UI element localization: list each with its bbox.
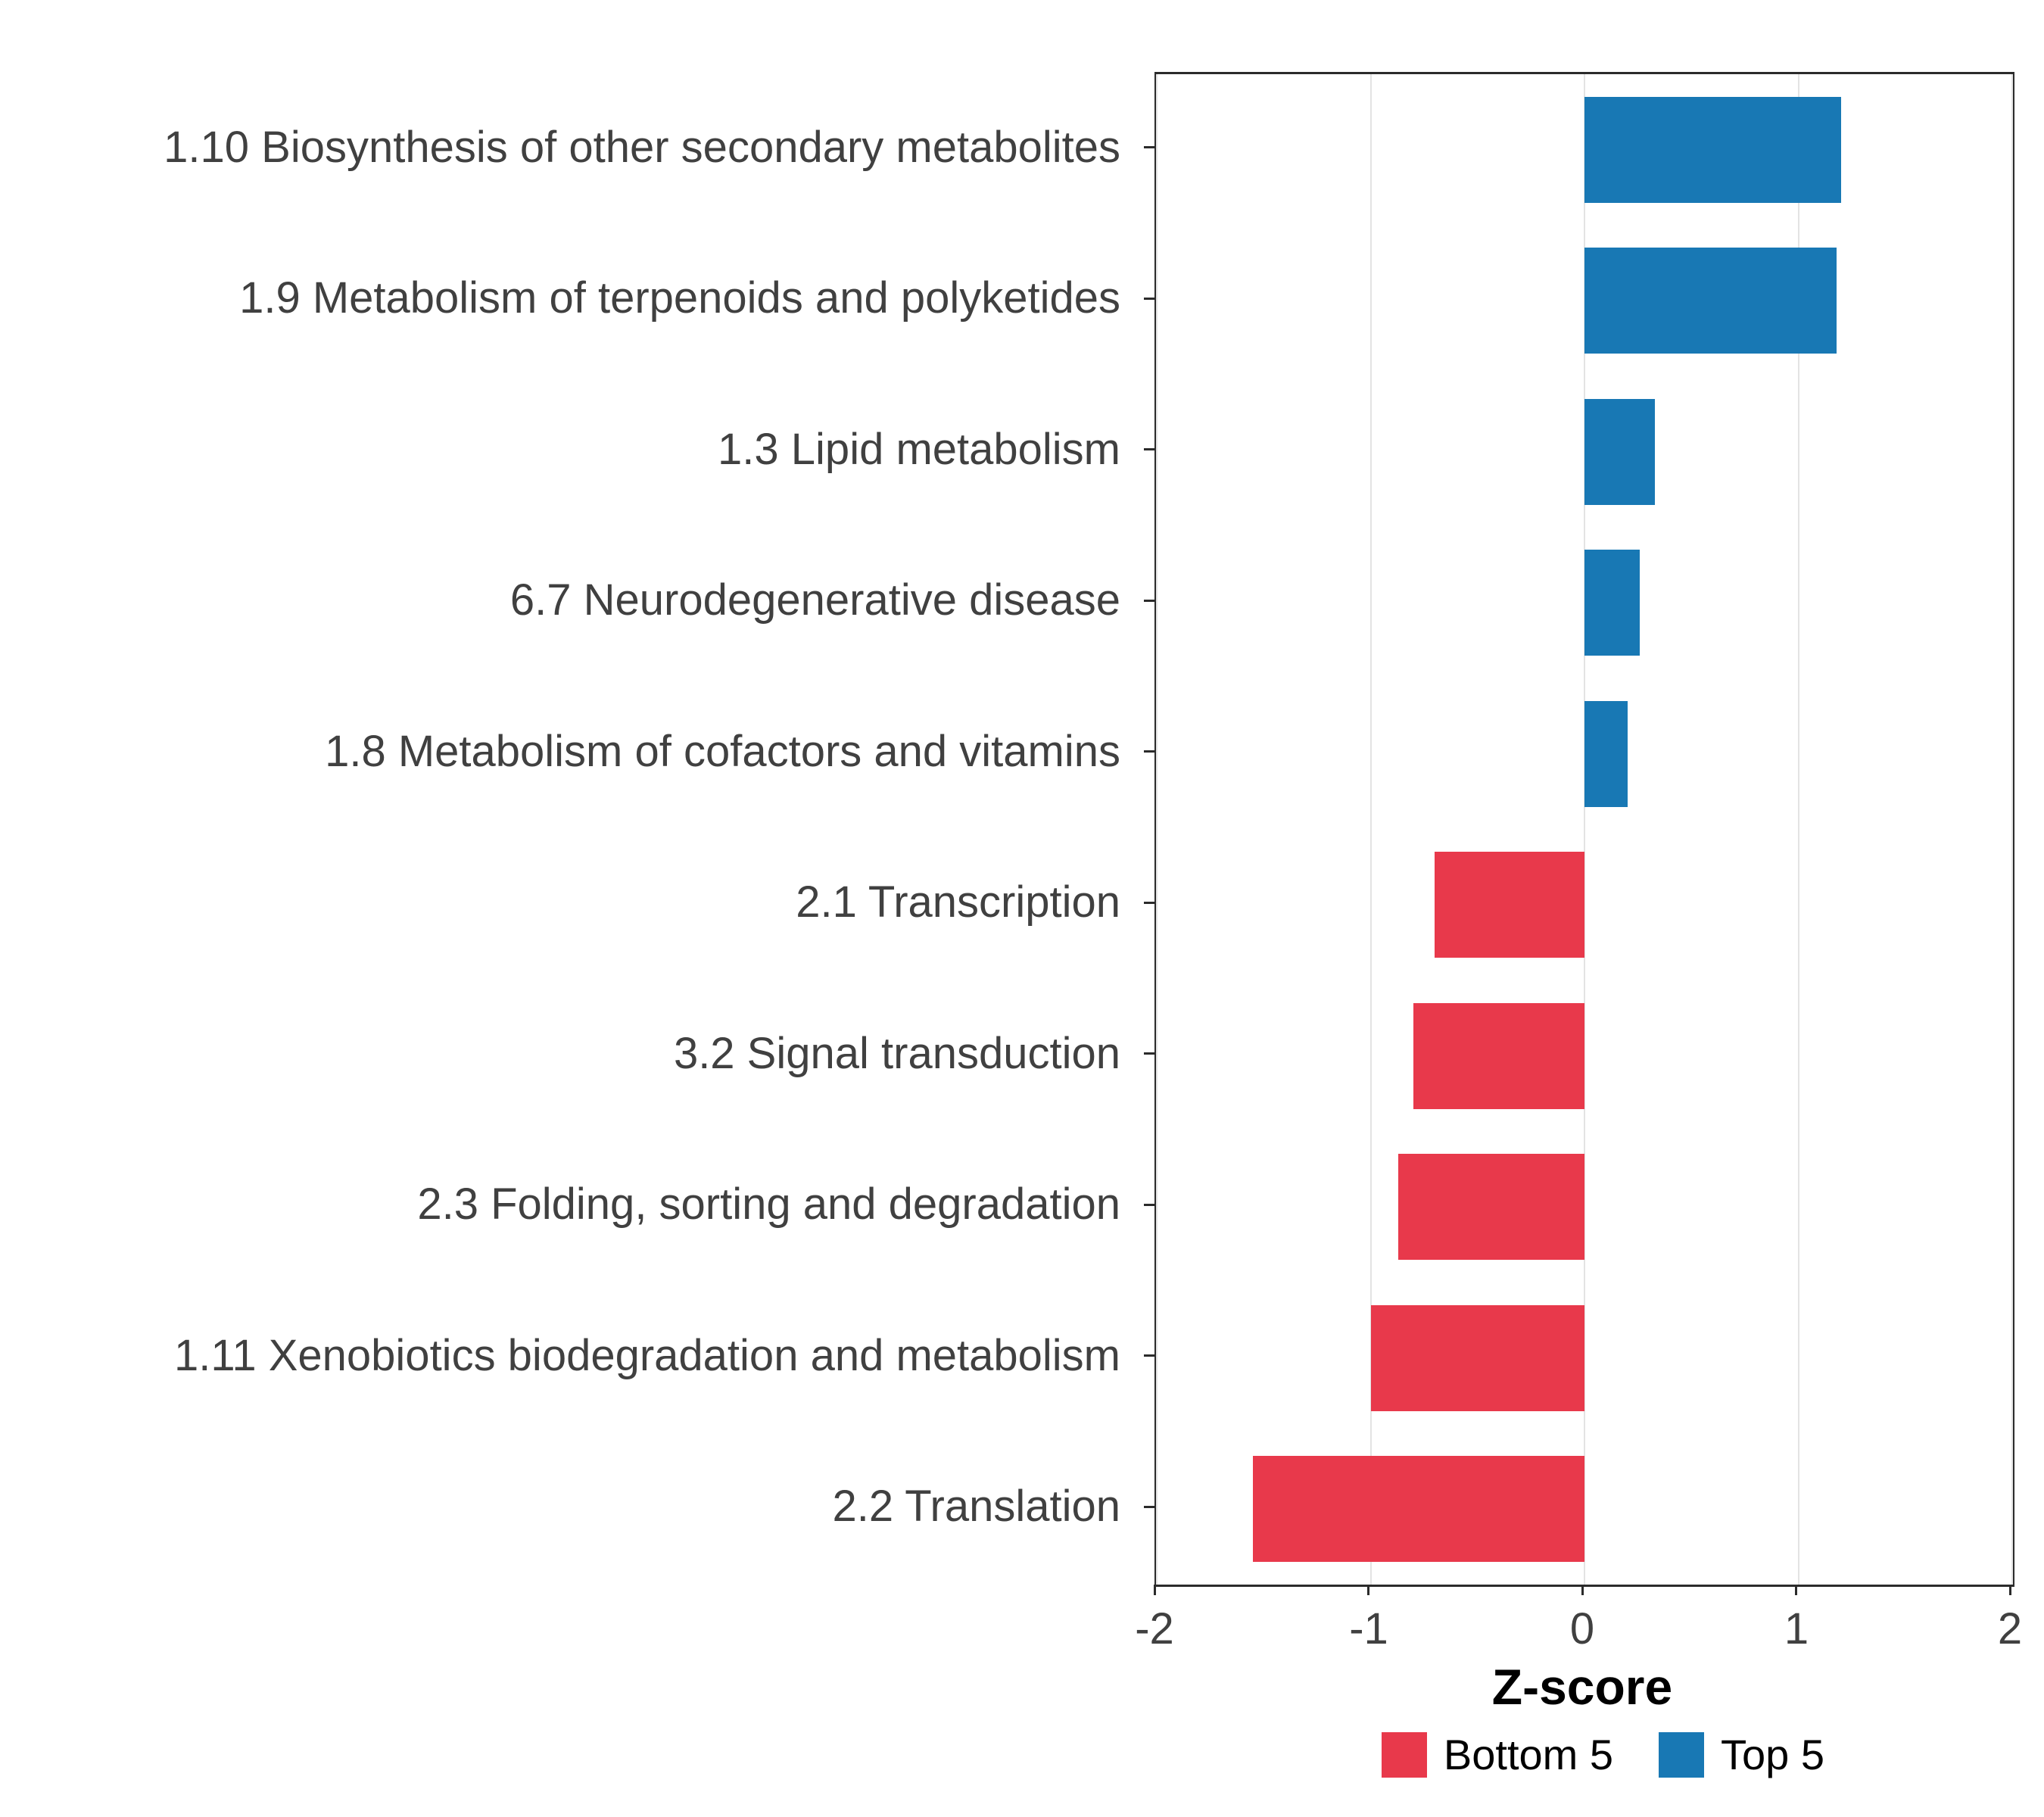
y-tick-2 (1144, 298, 1154, 300)
bar-2 (1584, 248, 1837, 354)
plot-panel (1154, 72, 2014, 1587)
gridline-x-0 (1584, 74, 1585, 1585)
x-axis-title: Z-score (1491, 1659, 1673, 1715)
y-axis-label-2: 1.9 Metabolism of terpenoids and polyket… (239, 273, 1120, 323)
y-tick-3 (1144, 448, 1154, 450)
y-axis-label-6: 2.1 Transcription (796, 877, 1120, 927)
legend: Bottom 5 Top 5 (0, 1730, 1824, 1779)
x-tick-label--2: -2 (1135, 1604, 1174, 1653)
bar-8 (1398, 1154, 1584, 1260)
y-tick-6 (1144, 902, 1154, 904)
gridline-x-1 (1797, 74, 1799, 1585)
x-tick-2 (2009, 1585, 2011, 1595)
x-tick-1 (1795, 1585, 1797, 1595)
bar-9 (1370, 1305, 1584, 1411)
y-axis-label-4: 6.7 Neurodegenerative disease (509, 575, 1120, 625)
y-axis-label-1: 1.10 Biosynthesis of other secondary met… (164, 123, 1120, 172)
x-tick-label-1: 1 (1784, 1604, 1809, 1653)
x-tick-label--1: -1 (1349, 1604, 1388, 1653)
y-tick-10 (1144, 1506, 1154, 1508)
y-tick-7 (1144, 1052, 1154, 1055)
x-tick-label-0: 0 (1569, 1604, 1595, 1653)
legend-swatch-top5 (1659, 1731, 1704, 1778)
bar-4 (1584, 550, 1640, 656)
gridline-x--1 (1369, 74, 1372, 1585)
x-tick--1 (1367, 1585, 1369, 1595)
bar-6 (1435, 852, 1584, 958)
legend-label-top5: Top 5 (1721, 1731, 1824, 1778)
y-axis-label-3: 1.3 Lipid metabolism (718, 425, 1120, 474)
y-tick-5 (1144, 750, 1154, 753)
y-axis-label-10: 2.2 Translation (832, 1482, 1120, 1531)
y-axis-label-5: 1.8 Metabolism of cofactors and vitamins (325, 727, 1120, 776)
gridline-x--2 (1156, 74, 1158, 1585)
y-tick-8 (1144, 1204, 1154, 1206)
y-tick-4 (1144, 600, 1154, 602)
legend-item-top5: Top 5 (1659, 1730, 1824, 1779)
bar-10 (1253, 1456, 1584, 1562)
gridline-x-2 (2011, 74, 2013, 1585)
bar-5 (1584, 701, 1628, 807)
legend-swatch-bottom5 (1381, 1731, 1427, 1778)
bar-7 (1413, 1003, 1584, 1109)
x-tick--2 (1154, 1585, 1156, 1595)
legend-item-bottom5: Bottom 5 (1381, 1730, 1613, 1779)
bar-1 (1584, 97, 1841, 203)
y-axis-label-8: 2.3 Folding, sorting and degradation (417, 1180, 1120, 1229)
x-tick-label-2: 2 (1997, 1604, 2023, 1653)
x-tick-0 (1581, 1585, 1584, 1595)
y-axis-label-9: 1.11 Xenobiotics biodegradation and meta… (174, 1331, 1120, 1380)
y-tick-1 (1144, 146, 1154, 148)
legend-label-bottom5: Bottom 5 (1443, 1731, 1613, 1778)
y-tick-9 (1144, 1354, 1154, 1357)
bar-3 (1584, 399, 1656, 505)
y-axis-label-7: 3.2 Signal transduction (673, 1029, 1120, 1078)
